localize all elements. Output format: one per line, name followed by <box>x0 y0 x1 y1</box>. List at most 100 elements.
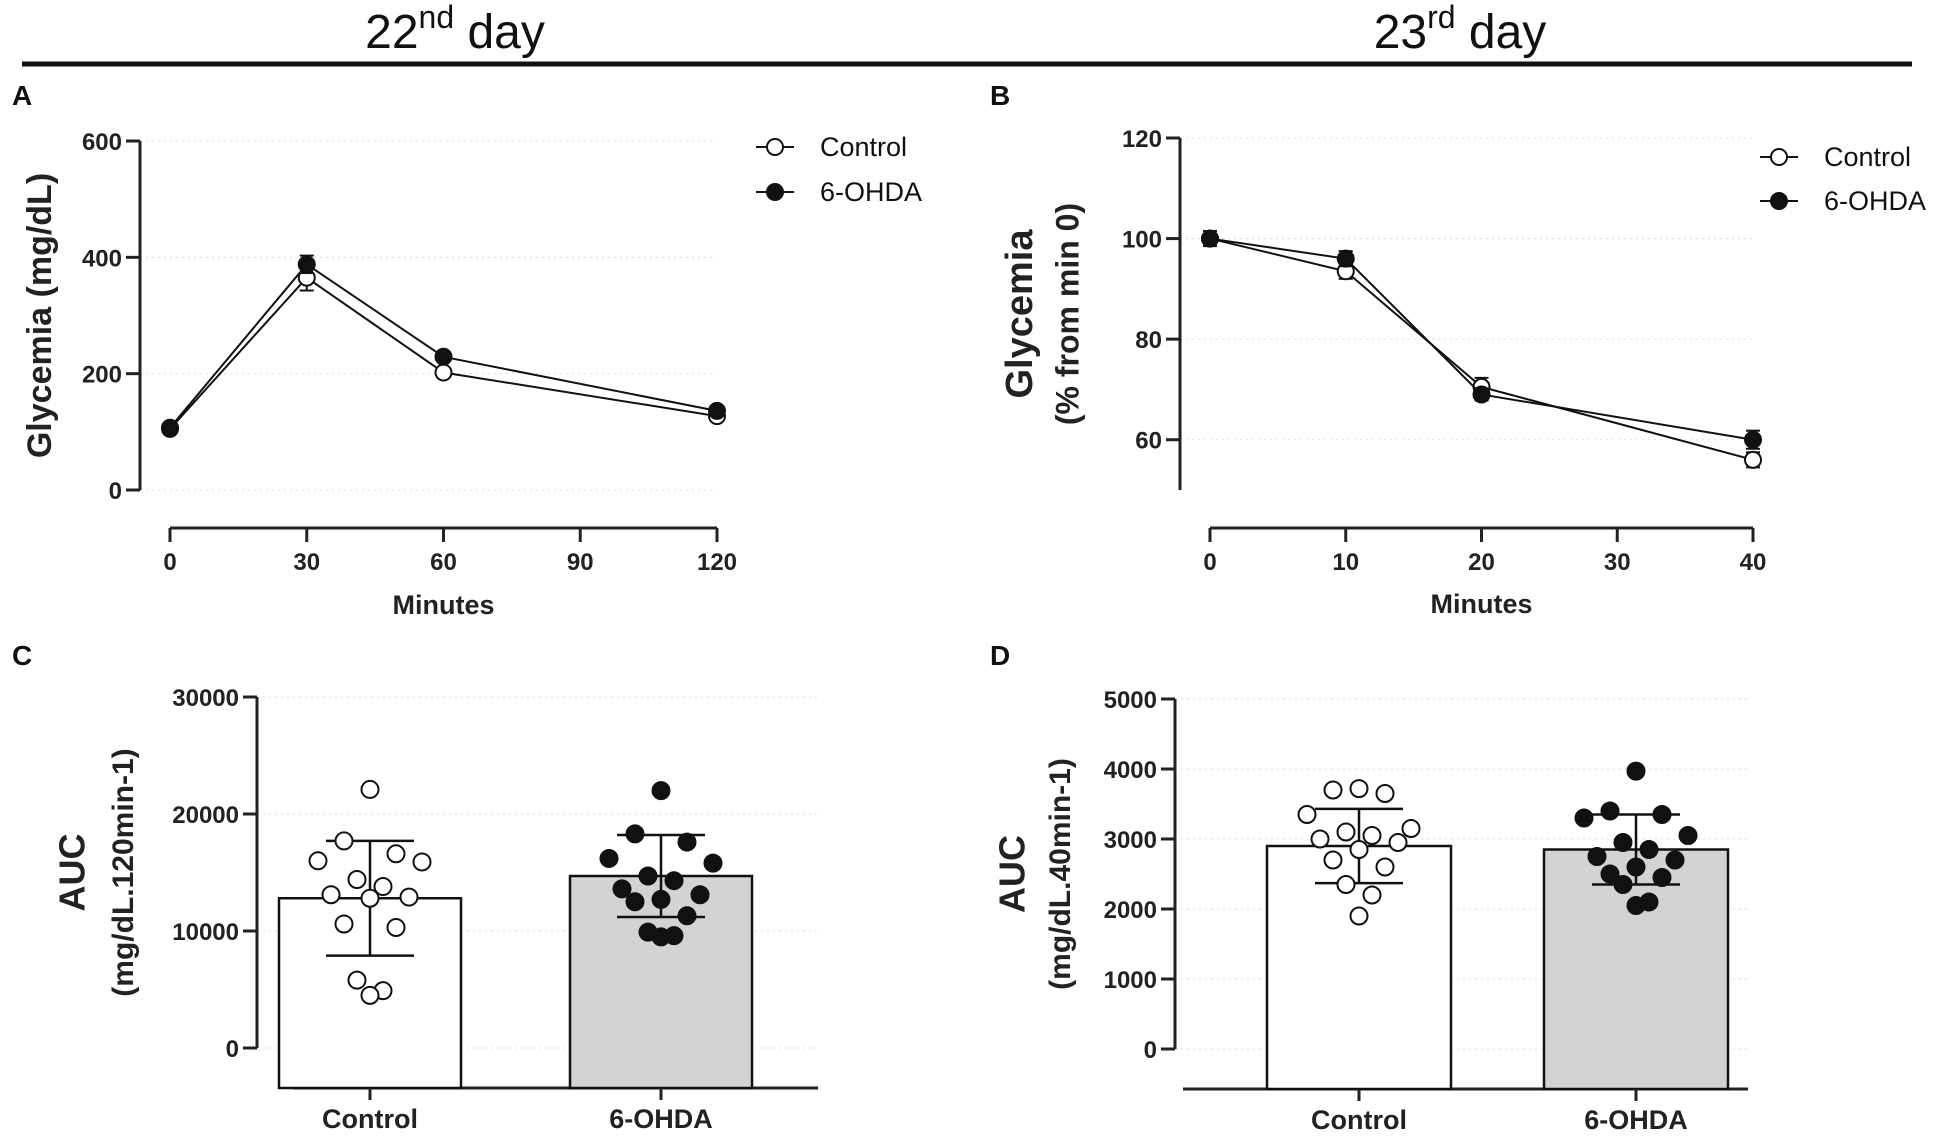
data-point <box>1336 822 1356 842</box>
x-tick-label: 30 <box>293 549 320 576</box>
data-point <box>1626 761 1646 781</box>
data-point <box>1375 784 1395 803</box>
data-point <box>612 879 632 899</box>
data-point <box>1362 885 1382 905</box>
headings: 22nd day 23rd day <box>22 0 1912 67</box>
data-point <box>1600 801 1620 821</box>
data-point <box>1323 780 1343 800</box>
data-point <box>347 970 367 990</box>
x-tick-label: 20 <box>1468 549 1495 576</box>
heading-left: 22nd day <box>365 0 545 59</box>
data-point <box>651 927 671 947</box>
data-point <box>1472 385 1491 404</box>
data-point <box>360 985 380 1005</box>
data-point <box>1297 805 1317 824</box>
data-point <box>1310 829 1330 849</box>
data-point <box>703 853 723 873</box>
x-tick-label: 10 <box>1332 549 1359 576</box>
y-axis-title: Glycemia <box>999 229 1041 399</box>
y-tick-label: 1000 <box>1104 967 1157 994</box>
y-tick-label: 0 <box>1144 1037 1157 1064</box>
panel-letter: C <box>12 640 32 671</box>
data-point <box>1388 833 1408 852</box>
y-axis-title: Glycemia (mg/dL) <box>21 173 59 458</box>
data-point <box>1336 249 1355 268</box>
data-point <box>1401 819 1421 838</box>
data-point <box>708 401 726 420</box>
heading-left-number: 22 <box>365 6 418 59</box>
data-point <box>1665 850 1685 870</box>
x-tick-label: 90 <box>567 549 594 576</box>
legend-marker <box>766 138 784 156</box>
legend-label: 6-OHDA <box>1824 186 1926 216</box>
x-category-label: Control <box>1311 1105 1407 1135</box>
legend-label: Control <box>1824 142 1911 172</box>
y-tick-label: 3000 <box>1104 827 1157 854</box>
y-tick-label: 400 <box>82 245 122 272</box>
panel-a: A 0 200 400 600 0 30 60 90 120 Minutes Glycemia (mg… <box>12 80 922 620</box>
data-point <box>1201 229 1219 248</box>
data-point <box>1613 833 1633 852</box>
data-point <box>1678 826 1698 845</box>
data-point <box>1362 826 1382 845</box>
panel-c: C 0 10000 20000 30000 AUC (mg/dL.120min-1) Cont… <box>12 640 818 1134</box>
data-point <box>334 831 354 851</box>
data-point <box>1600 864 1620 884</box>
bar-1 <box>1542 848 1730 1091</box>
data-point <box>1626 896 1646 915</box>
y-tick-label: 5000 <box>1104 687 1157 714</box>
data-point <box>1574 808 1594 828</box>
y-axis-title: AUC <box>52 834 93 912</box>
data-point <box>1626 857 1646 877</box>
data-point <box>1375 857 1395 877</box>
y-tick-label: 4000 <box>1104 757 1157 784</box>
data-point <box>1336 875 1356 894</box>
y-tick-label: 100 <box>1122 227 1162 254</box>
x-tick-label: 30 <box>1604 549 1631 576</box>
y-axis-subtitle: (% from min 0) <box>1049 203 1085 425</box>
data-point <box>677 906 697 926</box>
data-point <box>599 848 619 868</box>
legend-label: 6-OHDA <box>820 177 922 207</box>
data-point <box>334 914 354 934</box>
data-point <box>1744 450 1762 469</box>
data-point <box>308 851 328 871</box>
data-point <box>625 892 645 912</box>
data-point <box>412 852 432 872</box>
data-point <box>1587 847 1607 866</box>
y-tick-label: 2000 <box>1104 897 1157 924</box>
data-point <box>1613 875 1633 894</box>
data-point <box>360 779 380 799</box>
x-tick-label: 0 <box>163 549 176 576</box>
y-axis-title: AUC <box>992 835 1033 913</box>
heading-left-suffix: nd <box>419 0 455 35</box>
series-line-0 <box>1209 237 1754 461</box>
data-point <box>161 418 179 437</box>
data-point <box>360 888 380 908</box>
data-point <box>399 887 419 907</box>
data-point <box>651 781 671 801</box>
legend-marker <box>1770 148 1788 166</box>
heading-right-rest: day <box>1456 6 1547 59</box>
x-category-label: 6-OHDA <box>1584 1105 1688 1135</box>
x-tick-label: 120 <box>697 549 737 576</box>
data-point <box>677 832 697 852</box>
heading-right-suffix: rd <box>1427 0 1455 35</box>
x-tick-label: 60 <box>430 549 457 576</box>
x-axis-title: Minutes <box>392 590 494 620</box>
panel-b: B 60 80 100 120 0 10 20 30 40 Minutes Glycemia (% fr… <box>990 80 1926 619</box>
y-tick-label: 10000 <box>172 919 239 946</box>
heading-right-number: 23 <box>1374 6 1427 59</box>
data-point <box>386 844 406 864</box>
y-axis-subtitle: (mg/dL.120min-1) <box>107 748 140 996</box>
y-tick-label: 120 <box>1122 126 1162 153</box>
data-point <box>1652 868 1672 887</box>
series-line-0 <box>169 276 718 430</box>
data-point <box>1639 840 1659 859</box>
data-point <box>1349 779 1369 799</box>
data-point <box>638 866 658 886</box>
x-tick-label: 40 <box>1740 549 1767 576</box>
x-tick-label: 0 <box>1203 549 1216 576</box>
data-point <box>347 870 367 890</box>
